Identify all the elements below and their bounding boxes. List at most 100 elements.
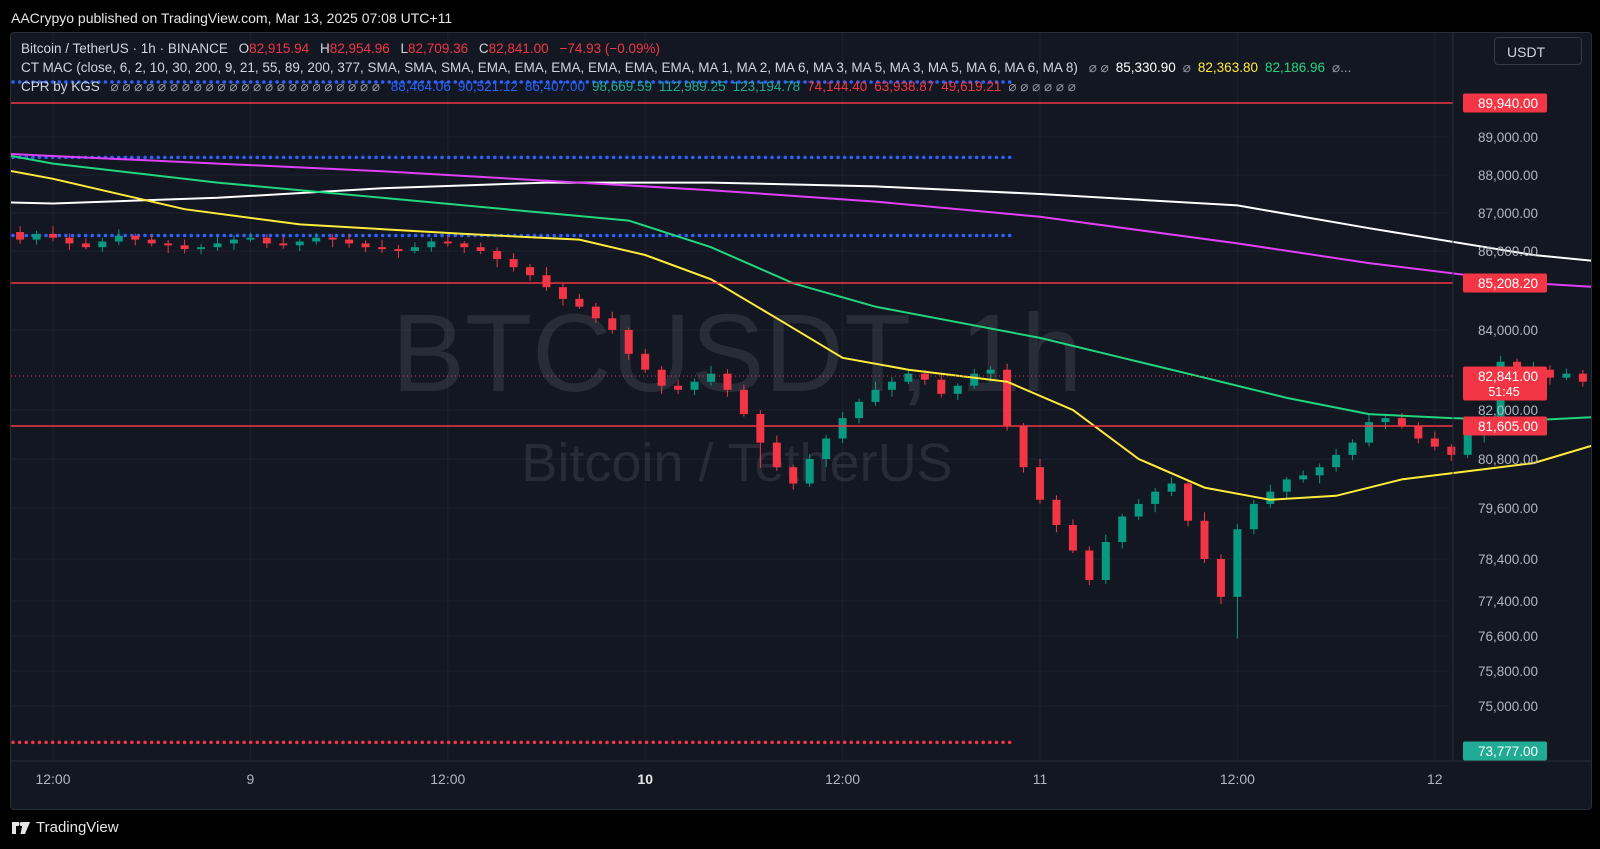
ma-values-2: ⌀ bbox=[1182, 60, 1191, 75]
cpr-values-5: 123,194.78 bbox=[732, 79, 801, 94]
candle-body bbox=[295, 241, 304, 246]
watermark-name: Bitcoin / TetherUS bbox=[521, 433, 952, 493]
candle-body bbox=[345, 239, 354, 244]
time-tick-label: 12:00 bbox=[35, 771, 70, 787]
candle-body bbox=[887, 381, 896, 390]
candle-body bbox=[460, 243, 469, 248]
cpr-indicator-title[interactable]: CPR by KGS bbox=[21, 79, 100, 94]
candle-body bbox=[328, 237, 337, 240]
candle-body bbox=[739, 389, 748, 415]
candle-body bbox=[608, 318, 617, 330]
candle-body bbox=[674, 385, 683, 390]
tradingview-logo[interactable]: TradingView bbox=[11, 819, 119, 836]
ohlc-open: O82,915.94 bbox=[238, 41, 310, 56]
candle-body bbox=[1216, 559, 1225, 597]
time-tick-label: 12:00 bbox=[1220, 771, 1255, 787]
candle-body bbox=[98, 241, 107, 248]
price-chart[interactable]: BTCUSDT, 1h Bitcoin / TetherUS 89,000.00 88… bbox=[11, 33, 1591, 809]
ma-indicator-legend[interactable]: CT MAC (close, 6, 2, 10, 30, 200, 9, 21,… bbox=[21, 60, 1365, 76]
candle-body bbox=[1167, 483, 1176, 492]
time-tick-label: 11 bbox=[1033, 771, 1048, 787]
candle-body bbox=[312, 237, 321, 242]
candle-body bbox=[1282, 479, 1291, 492]
cpr-indicator-legend[interactable]: CPR by KGS ⌀ ⌀ ⌀ ⌀ ⌀ ⌀ ⌀ ⌀ ⌀ ⌀ ⌀ ⌀ ⌀ ⌀ ⌀… bbox=[21, 79, 1090, 95]
candle-body bbox=[690, 381, 699, 390]
cpr-values-2: 86,407.00 bbox=[524, 79, 585, 94]
price-tick-label: 84,000.00 bbox=[1478, 323, 1538, 338]
ma-values-1: 85,330.90 bbox=[1115, 60, 1176, 75]
currency-button[interactable]: USDT bbox=[1494, 37, 1582, 65]
symbol-title[interactable]: Bitcoin / TetherUS · 1h · BINANCE bbox=[21, 41, 228, 56]
candle-body bbox=[378, 247, 386, 250]
candle-body bbox=[114, 235, 123, 242]
cpr-values-8: 49,619.21 bbox=[941, 79, 1002, 94]
candle-body bbox=[279, 243, 288, 246]
candle-body bbox=[575, 298, 584, 307]
ma-values-4: 82,186.96 bbox=[1264, 60, 1326, 75]
chart-panel[interactable]: BTCUSDT, 1h Bitcoin / TetherUS 89,000.00 88… bbox=[10, 32, 1592, 810]
candle-body bbox=[65, 237, 74, 244]
candle-body bbox=[657, 369, 666, 386]
time-tick-label: 12:00 bbox=[430, 771, 465, 787]
candle-body bbox=[641, 353, 650, 370]
bottom-bar: TradingView bbox=[0, 810, 1600, 849]
candle-body bbox=[970, 373, 979, 386]
candle-body bbox=[1184, 483, 1193, 521]
ma-values-3: 82,363.80 bbox=[1197, 60, 1258, 75]
level-price-label: 89,940.00 bbox=[1478, 96, 1538, 111]
candle-body bbox=[16, 232, 25, 240]
candle-body bbox=[1200, 520, 1209, 559]
candle-body bbox=[1233, 529, 1242, 597]
candle-body bbox=[180, 245, 189, 250]
price-tick-label: 86,000.00 bbox=[1478, 244, 1538, 259]
level-price-label-bg bbox=[1463, 416, 1547, 436]
level-price-label-bg bbox=[1463, 273, 1547, 293]
candle-body bbox=[1068, 525, 1077, 551]
candle-body bbox=[197, 247, 206, 250]
candle-body bbox=[1151, 491, 1160, 504]
candle-body bbox=[591, 306, 600, 319]
cpr-values-9: ⌀ ⌀ ⌀ ⌀ ⌀ ⌀ bbox=[1008, 79, 1076, 94]
candle-body bbox=[427, 241, 436, 248]
price-tick-label: 78,400.00 bbox=[1478, 552, 1538, 567]
bar-countdown-label: 51:45 bbox=[1488, 385, 1519, 399]
candle-body bbox=[131, 235, 140, 240]
candle-body bbox=[558, 287, 567, 299]
tradingview-logo-icon bbox=[12, 821, 30, 834]
candle-body bbox=[937, 379, 946, 394]
ma-indicator-title[interactable]: CT MAC (close, 6, 2, 10, 30, 200, 9, 21,… bbox=[21, 60, 1078, 75]
price-tick-label: 76,600.00 bbox=[1478, 629, 1538, 644]
cpr-null-values: ⌀ ⌀ ⌀ ⌀ ⌀ ⌀ ⌀ ⌀ ⌀ ⌀ ⌀ ⌀ ⌀ ⌀ ⌀ ⌀ ⌀ ⌀ ⌀ ⌀ … bbox=[110, 79, 380, 94]
candle-body bbox=[1397, 418, 1406, 427]
candle-body bbox=[1365, 422, 1373, 443]
moving-average-line bbox=[11, 181, 1591, 262]
candle-body bbox=[855, 401, 864, 419]
bottom-level-label: 73,777.00 bbox=[1478, 744, 1538, 759]
level-price-label: 85,208.20 bbox=[1478, 276, 1538, 291]
price-tick-label: 75,800.00 bbox=[1478, 664, 1538, 679]
price-tick-label: 79,600.00 bbox=[1478, 501, 1538, 516]
candle-body bbox=[756, 414, 765, 443]
candle-body bbox=[1052, 499, 1061, 525]
candle-body bbox=[443, 241, 452, 244]
price-tick-label: 75,000.00 bbox=[1478, 699, 1538, 714]
candle-body bbox=[1463, 434, 1472, 455]
cpr-values-0: 88,464.06 bbox=[390, 79, 451, 94]
candle-body bbox=[1101, 542, 1110, 580]
candle-body bbox=[229, 239, 238, 244]
candle-body bbox=[707, 373, 715, 382]
candle-body bbox=[526, 267, 535, 276]
candle-body bbox=[1332, 454, 1341, 468]
candle-body bbox=[1036, 467, 1044, 500]
ohlc-low: L82,709.36 bbox=[400, 41, 469, 56]
cpr-values-6: 74,144.40 bbox=[807, 79, 868, 94]
ma-values-0: ⌀ ⌀ bbox=[1088, 60, 1109, 75]
candle-body bbox=[1019, 426, 1028, 468]
candle-body bbox=[1249, 503, 1258, 530]
candle-body bbox=[81, 243, 90, 248]
candle-body bbox=[1578, 373, 1587, 382]
price-tick-label: 82,000.00 bbox=[1478, 403, 1538, 418]
publisher-line: AACrypyo published on TradingView.com, M… bbox=[11, 10, 453, 26]
candle-body bbox=[1414, 426, 1423, 439]
candle-body bbox=[986, 369, 995, 374]
